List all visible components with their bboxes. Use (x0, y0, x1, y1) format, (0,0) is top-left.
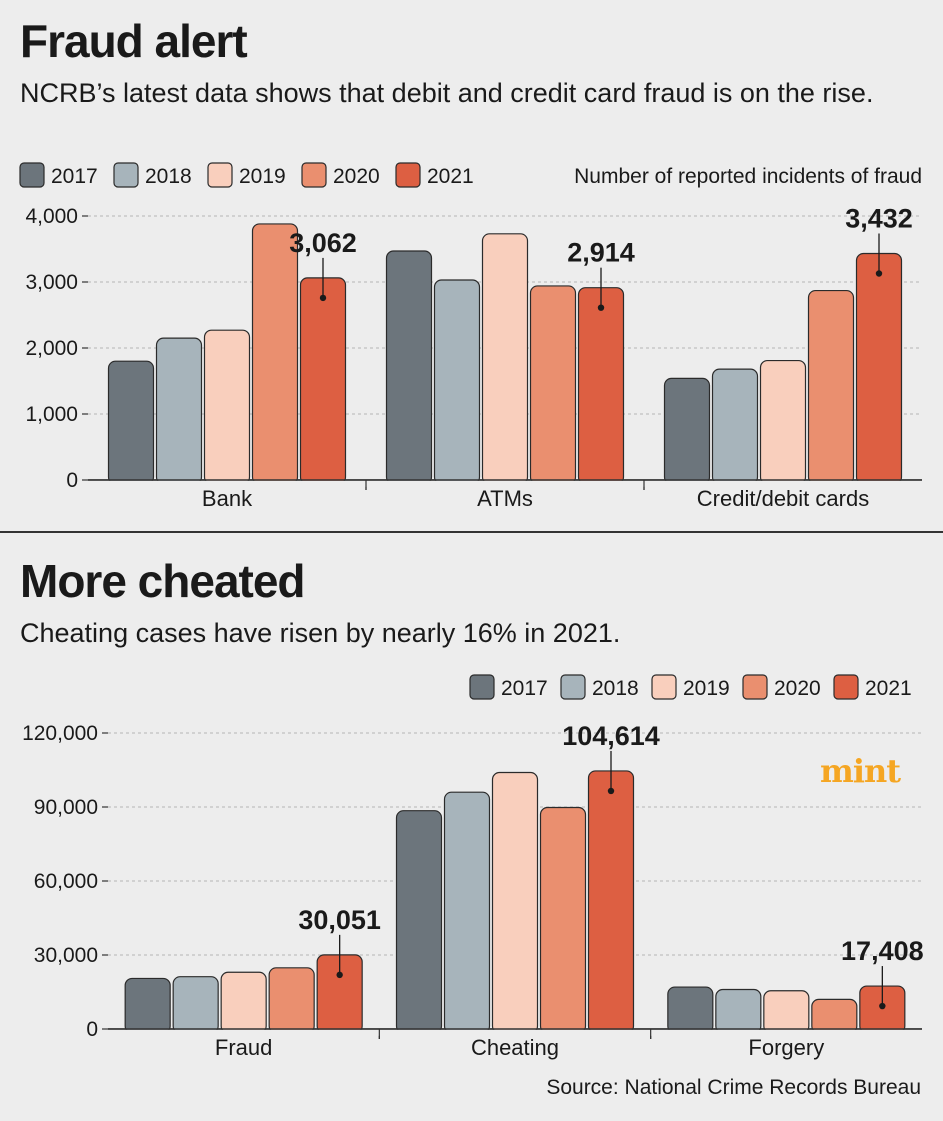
bar-cheating-2020 (539, 806, 587, 1034)
bar-forgery-2018 (715, 988, 762, 1034)
legend-label-2018: 2018 (592, 677, 639, 700)
legend-label-2018: 2018 (145, 165, 192, 188)
chart1-svg: 2017 2018 2019 2020 2021 Number of reported i… (19, 162, 922, 511)
bar-bank-2020 (251, 223, 299, 485)
bar-fraud-2018 (172, 976, 219, 1034)
bar-forgery-2019 (763, 990, 810, 1034)
bar-bank-2017 (107, 360, 155, 485)
legend-label-2020: 2020 (774, 677, 821, 700)
bar-bank-2021 (299, 277, 347, 485)
data-label-dot (597, 304, 605, 311)
legend-label-2019: 2019 (683, 677, 730, 700)
y-tick-label: 30,000 (34, 944, 98, 967)
category-label: Cheating (471, 1035, 559, 1060)
legend-swatch-2020 (301, 162, 327, 188)
y-tick-label: 120,000 (22, 722, 98, 745)
chart2-title: More cheated (20, 555, 306, 607)
data-label: 2,914 (567, 238, 635, 268)
data-label-dot (319, 294, 327, 302)
data-label: 3,062 (289, 228, 357, 258)
y-tick-label: 0 (66, 469, 78, 492)
legend-label-2019: 2019 (239, 165, 286, 188)
data-label: 104,614 (562, 721, 660, 751)
bar-atms-2018 (433, 279, 481, 485)
data-label-dot (875, 270, 883, 277)
bar-credit-debit-cards-2017 (663, 377, 711, 485)
y-tick-label: 4,000 (25, 205, 78, 228)
legend-swatch-2018 (113, 162, 139, 188)
data-label: 17,408 (841, 936, 924, 966)
y-tick-label: 60,000 (34, 870, 98, 893)
bar-atms-2019 (481, 233, 529, 485)
chart2-svg: 2017 2018 2019 2020 2021 0 30,000 60,000 90,000 1… (22, 674, 924, 1060)
mint-logo: mint (820, 752, 901, 790)
legend-swatch-2017 (469, 674, 495, 700)
bar-bank-2019 (203, 329, 251, 485)
chart2-subtitle: Cheating cases have risen by nearly 16% … (20, 618, 621, 648)
unit-label: Number of reported incidents of fraud (574, 165, 922, 188)
bar-credit-debit-cards-2018 (711, 368, 759, 485)
category-label: Fraud (215, 1035, 272, 1060)
bar-cheating-2018 (443, 791, 491, 1034)
bar-atms-2020 (529, 285, 577, 485)
legend-label-2021: 2021 (865, 677, 912, 700)
y-tick-label: 90,000 (34, 796, 98, 819)
legend-swatch-2021 (833, 674, 859, 700)
bar-credit-debit-cards-2019 (759, 359, 807, 485)
section-divider (0, 531, 943, 533)
bar-cheating-2019 (491, 771, 539, 1034)
baseline-mask (88, 480, 922, 487)
bar-credit-debit-cards-2020 (807, 289, 855, 485)
legend-swatch-2018 (560, 674, 586, 700)
category-label: Forgery (748, 1035, 824, 1060)
legend-label-2020: 2020 (333, 165, 380, 188)
y-tick-label: 0 (86, 1018, 98, 1041)
data-label-dot (336, 971, 343, 979)
bar-fraud-2017 (124, 977, 171, 1034)
bar-atms-2017 (385, 250, 433, 485)
y-tick-label: 3,000 (25, 271, 78, 294)
legend-swatch-2017 (19, 162, 45, 188)
source-note: Source: National Crime Records Bureau (546, 1076, 921, 1099)
legend-label-2021: 2021 (427, 165, 474, 188)
category-label: Bank (202, 486, 253, 511)
category-label: Credit/debit cards (697, 486, 869, 511)
baseline-mask (108, 1029, 922, 1036)
legend-swatch-2019 (207, 162, 233, 188)
bar-cheating-2021 (587, 770, 635, 1034)
data-label: 30,051 (298, 905, 381, 935)
legend-label-2017: 2017 (501, 677, 548, 700)
y-tick-label: 2,000 (25, 337, 78, 360)
chart1-title: Fraud alert (20, 15, 248, 67)
category-label: ATMs (477, 486, 533, 511)
bar-cheating-2017 (395, 810, 443, 1034)
bar-fraud-2019 (220, 971, 267, 1034)
data-label: 3,432 (845, 203, 913, 233)
legend-swatch-2021 (395, 162, 421, 188)
y-tick-label: 1,000 (25, 403, 78, 426)
chart1-subtitle: NCRB’s latest data shows that debit and … (20, 78, 874, 108)
bar-forgery-2020 (811, 998, 858, 1034)
bar-fraud-2020 (268, 967, 315, 1034)
bar-forgery-2017 (667, 986, 714, 1034)
bar-credit-debit-cards-2021 (855, 252, 903, 485)
data-label-dot (879, 1002, 886, 1010)
bar-atms-2021 (577, 287, 625, 485)
bar-bank-2018 (155, 337, 203, 485)
legend-label-2017: 2017 (51, 165, 98, 188)
legend-swatch-2020 (742, 674, 768, 700)
legend-swatch-2019 (651, 674, 677, 700)
data-label-dot (607, 787, 615, 795)
